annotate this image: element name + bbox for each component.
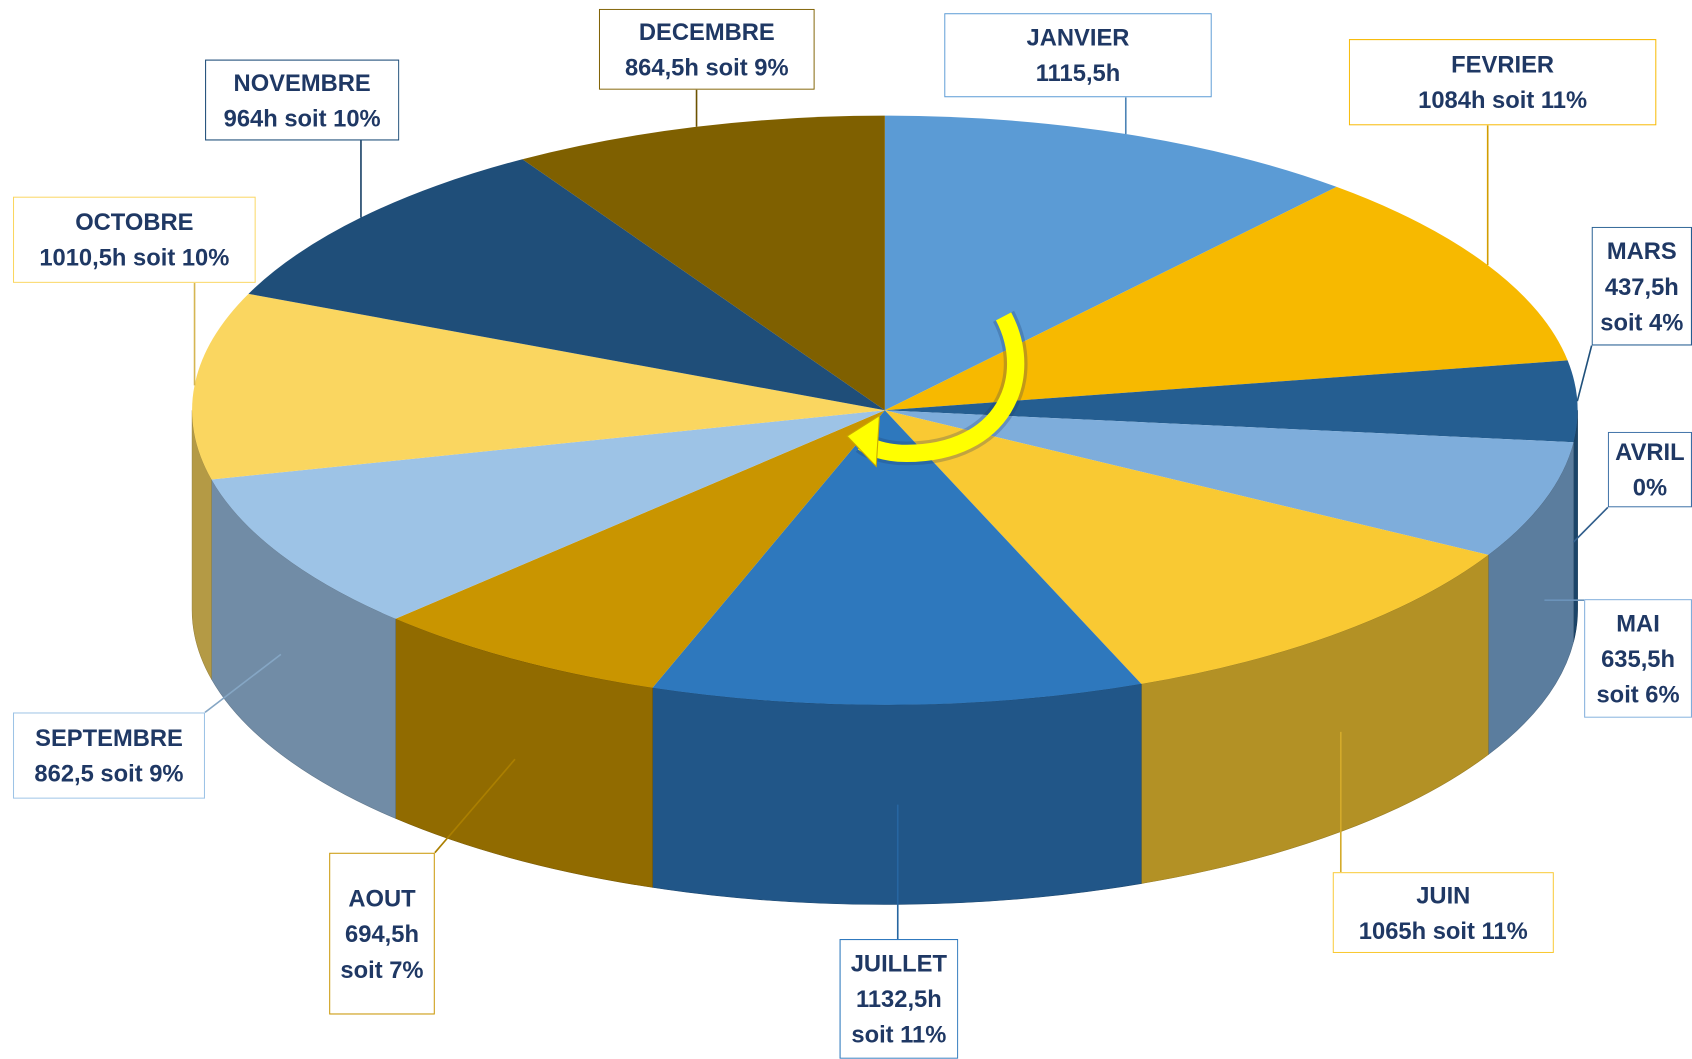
slice <box>192 293 885 480</box>
value-label: 1065h soit 11% <box>1358 916 1528 944</box>
data-label-box: JANVIER 1115,5h <box>944 13 1212 98</box>
data-label-box: OCTOBRE 1010,5h soit 10% <box>12 196 256 283</box>
data-label-box: NOVEMBRE 964h soit 10% <box>205 59 400 141</box>
value-label: 862,5 soit 9% <box>34 759 184 787</box>
data-label-box: SEPTEMBRE 862,5 soit 9% <box>12 712 206 799</box>
label-box: NOVEMBRE 964h soit 10% <box>205 59 400 141</box>
pie-tops <box>192 115 1578 705</box>
value-label: 1010,5h soit 10% <box>39 244 230 272</box>
slice <box>884 410 1489 684</box>
leader-line <box>204 653 282 714</box>
label-box: MAI 635,5h soit 6% <box>1584 599 1692 718</box>
value-label: 1084h soit 11% <box>1418 86 1588 114</box>
data-label-box: DECEMBRE 864,5h soit 9% <box>598 8 815 90</box>
slice <box>884 410 1574 555</box>
value-label: 964h soit 10% <box>223 104 381 132</box>
leader-line <box>1576 345 1593 402</box>
category-label: MARS <box>1606 237 1677 265</box>
slice <box>884 360 1578 443</box>
data-label-box: JUILLET 1132,5h soit 11% <box>839 939 959 1059</box>
label-box: DECEMBRE 864,5h soit 9% <box>598 8 815 90</box>
category-label: AOUT <box>348 884 416 912</box>
label-box: MARS 437,5h soit 4% <box>1591 226 1692 346</box>
value-label: 864,5h soit 9% <box>624 53 789 81</box>
data-label-box: FEVRIER 1084h soit 11% <box>1348 39 1657 126</box>
rotation-arrow <box>846 310 1028 468</box>
slice <box>211 410 885 619</box>
value-label: 437,5h soit 4% <box>1600 272 1684 336</box>
label-box: SEPTEMBRE 862,5 soit 9% <box>12 712 206 799</box>
label-box: JUILLET 1132,5h soit 11% <box>839 939 959 1059</box>
category-label: OCTOBRE <box>75 208 194 236</box>
category-label: FEVRIER <box>1451 50 1555 78</box>
label-box: JANVIER 1115,5h <box>944 13 1212 98</box>
leader-lines <box>193 89 1609 940</box>
value-label: 635,5h soit 6% <box>1596 644 1680 708</box>
category-label: JUIN <box>1416 881 1471 909</box>
data-label-box: MAI 635,5h soit 6% <box>1584 599 1692 718</box>
leader-line <box>1572 506 1609 543</box>
label-box: FEVRIER 1084h soit 11% <box>1348 39 1657 126</box>
value-label: 1115,5h <box>1035 59 1121 87</box>
label-box: AOUT 694,5h soit 7% <box>329 852 435 1015</box>
category-label: AVRIL <box>1615 438 1685 466</box>
data-label-box: JUIN 1065h soit 11% <box>1332 872 1554 954</box>
pie-sides <box>191 410 1578 905</box>
category-label: NOVEMBRE <box>233 68 371 96</box>
category-label: DECEMBRE <box>638 18 775 45</box>
data-label-box: MARS 437,5h soit 4% <box>1591 226 1692 346</box>
category-label: JUILLET <box>850 949 948 977</box>
value-label: 1132,5h soit 11% <box>851 985 947 1048</box>
label-box: OCTOBRE 1010,5h soit 10% <box>12 196 256 283</box>
slice <box>884 186 1568 411</box>
leader-line <box>434 758 516 854</box>
slice <box>884 115 1337 411</box>
slice-side <box>1573 410 1578 642</box>
slice <box>652 410 1142 705</box>
slice <box>248 159 885 411</box>
value-label: 0% <box>1632 473 1668 501</box>
data-label-box: AOUT 694,5h soit 7% <box>329 852 435 1015</box>
value-label: 694,5h soit 7% <box>340 920 424 983</box>
slice <box>395 410 885 688</box>
data-label-box: AVRIL 0% <box>1607 431 1692 508</box>
data-labels: JANVIER 1115,5h FEVRIER 1084h soit 11% MARS 4… <box>12 8 1692 1059</box>
slice-side <box>652 683 1142 905</box>
label-box: AVRIL 0% <box>1607 431 1692 508</box>
category-label: JANVIER <box>1026 23 1130 51</box>
label-box: JUIN 1065h soit 11% <box>1332 872 1554 954</box>
category-label: MAI <box>1616 609 1660 637</box>
category-label: SEPTEMBRE <box>35 724 183 752</box>
slice <box>522 115 885 411</box>
